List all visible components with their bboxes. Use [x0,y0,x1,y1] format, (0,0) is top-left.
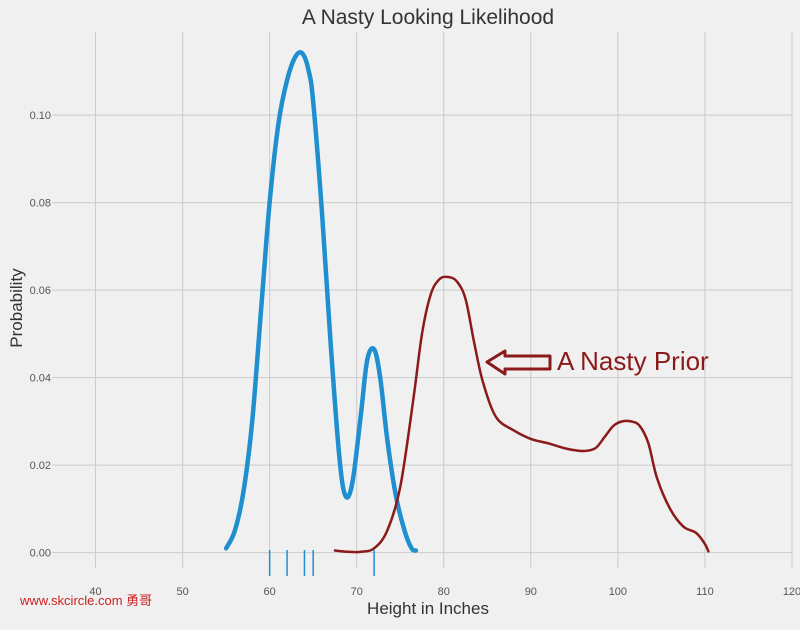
x-axis-label: Height in Inches [367,599,489,618]
x-tick-label: 70 [351,586,363,598]
x-tick-label: 80 [438,586,450,598]
x-tick-label: 40 [89,586,101,598]
grid [52,32,793,568]
annotation-text: A Nasty Prior [557,346,709,376]
chart-title: A Nasty Looking Likelihood [302,6,554,29]
y-tick-label: 0.08 [30,198,51,210]
prior-curve [333,275,710,554]
series [223,50,710,554]
x-tick-label: 50 [176,586,188,598]
x-tick-label: 120 [783,586,800,598]
y-tick-label: 0.00 [30,548,51,560]
annotation: A Nasty Prior [485,346,709,376]
x-tick-label: 90 [525,586,537,598]
rug-marks [268,550,375,576]
y-axis-label: Probability [7,268,26,348]
x-tick-label: 110 [696,586,714,598]
y-tick-label: 0.06 [30,285,51,297]
y-tick-label: 0.04 [30,373,51,385]
likelihood-curve [223,50,419,553]
x-tick-label: 60 [264,586,276,598]
y-tick-label: 0.02 [30,460,51,472]
x-tick-label: 100 [609,586,627,598]
y-tick-label: 0.10 [30,110,51,122]
watermark: www.skcircle.com 勇哥 [19,593,152,608]
tick-labels: 40 50 60 70 80 90 100 110 120 0.00 0.02 0.04 0.06 0.0… [30,110,800,598]
annotation-arrow [485,349,552,376]
